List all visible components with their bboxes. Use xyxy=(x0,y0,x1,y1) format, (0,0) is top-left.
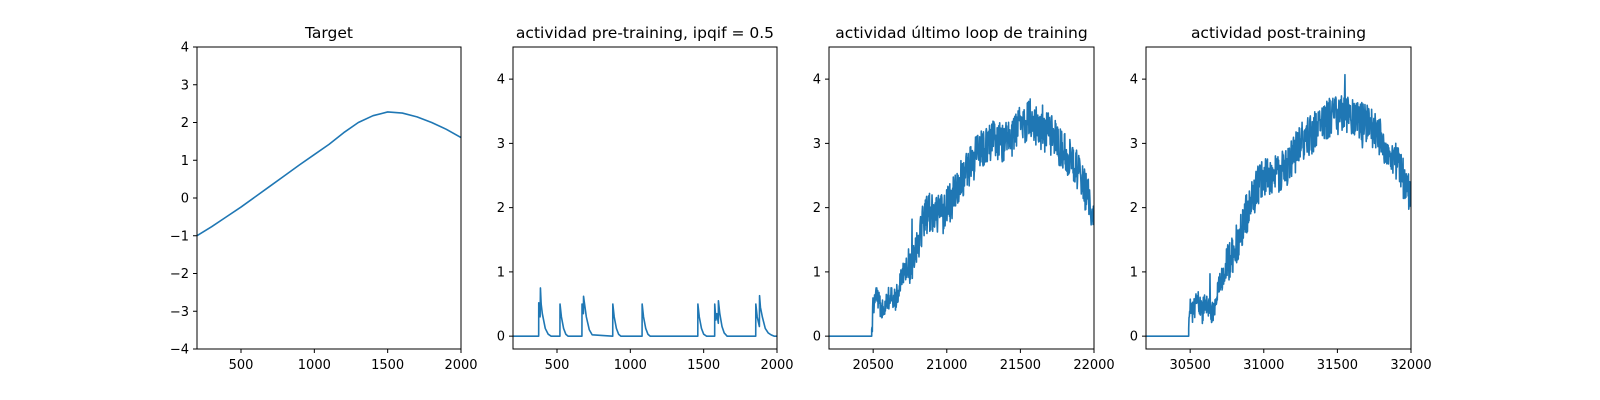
y-tick-label: −4 xyxy=(170,343,189,358)
y-tick-label: −1 xyxy=(170,229,189,244)
panel-pre-training: actividad pre-training, ipqif = 0.5 500 1… xyxy=(497,24,794,373)
panel-title: actividad pre-training, ipqif = 0.5 xyxy=(516,24,774,42)
y-tick-label: −3 xyxy=(170,305,189,320)
x-tick-label: 30500 xyxy=(1169,358,1210,373)
x-tick-label: 2000 xyxy=(760,358,793,373)
y-tick-label: −2 xyxy=(170,267,189,282)
x-tick-label: 1000 xyxy=(298,358,331,373)
y-tick-label: 1 xyxy=(181,154,189,169)
x-tick-label: 21000 xyxy=(926,358,967,373)
y-tick-label: 2 xyxy=(1130,201,1138,216)
series-line xyxy=(197,111,461,237)
panel-post-training: actividad post-training 30500 31000 31500 3… xyxy=(1130,24,1432,373)
axes-frame xyxy=(1145,46,1412,350)
y-tick-label: 3 xyxy=(181,78,189,93)
x-tick-label: 21500 xyxy=(1000,358,1041,373)
x-tick-label: 1000 xyxy=(614,358,647,373)
x-tick-label: 500 xyxy=(545,358,570,373)
y-tick-label: 4 xyxy=(497,73,505,88)
x-tick-label: 1500 xyxy=(371,358,404,373)
y-tick-label: 3 xyxy=(813,137,821,152)
x-tick-label: 2000 xyxy=(444,358,477,373)
x-tick-label: 31000 xyxy=(1243,358,1284,373)
y-tick-label: 1 xyxy=(813,265,821,280)
y-tick-label: 1 xyxy=(1130,265,1138,280)
y-tick-label: 0 xyxy=(813,330,821,345)
panel-target: Target 500 1000 1500 2000 −4 −3 −2 −1 0 1 2 3 4 xyxy=(170,24,478,373)
y-tick-label: 4 xyxy=(1130,73,1138,88)
x-tick-label: 1500 xyxy=(687,358,720,373)
x-tick-label: 500 xyxy=(229,358,254,373)
y-tick-label: 1 xyxy=(497,265,505,280)
y-tick-label: 0 xyxy=(181,192,189,207)
panel-title: actividad último loop de training xyxy=(835,24,1087,42)
x-tick-label: 31500 xyxy=(1317,358,1358,373)
x-tick-label: 32000 xyxy=(1390,358,1431,373)
panel-title: Target xyxy=(304,24,353,42)
axes-frame xyxy=(828,46,1095,350)
x-tick-label: 22000 xyxy=(1073,358,1114,373)
axes-frame xyxy=(512,46,778,350)
series-line xyxy=(829,98,1094,337)
y-tick-label: 2 xyxy=(813,201,821,216)
y-tick-label: 2 xyxy=(497,201,505,216)
panel-title: actividad post-training xyxy=(1191,24,1366,42)
y-tick-label: 4 xyxy=(813,73,821,88)
x-tick-label: 20500 xyxy=(852,358,893,373)
series-line xyxy=(1146,73,1411,337)
y-tick-label: 3 xyxy=(1130,137,1138,152)
y-tick-label: 3 xyxy=(497,137,505,152)
y-tick-label: 2 xyxy=(181,116,189,131)
y-tick-label: 0 xyxy=(497,330,505,345)
panel-last-training-loop: actividad último loop de training 20500 2… xyxy=(813,24,1115,373)
y-tick-label: 4 xyxy=(181,41,189,56)
y-tick-label: 0 xyxy=(1130,330,1138,345)
series-line xyxy=(513,287,777,337)
